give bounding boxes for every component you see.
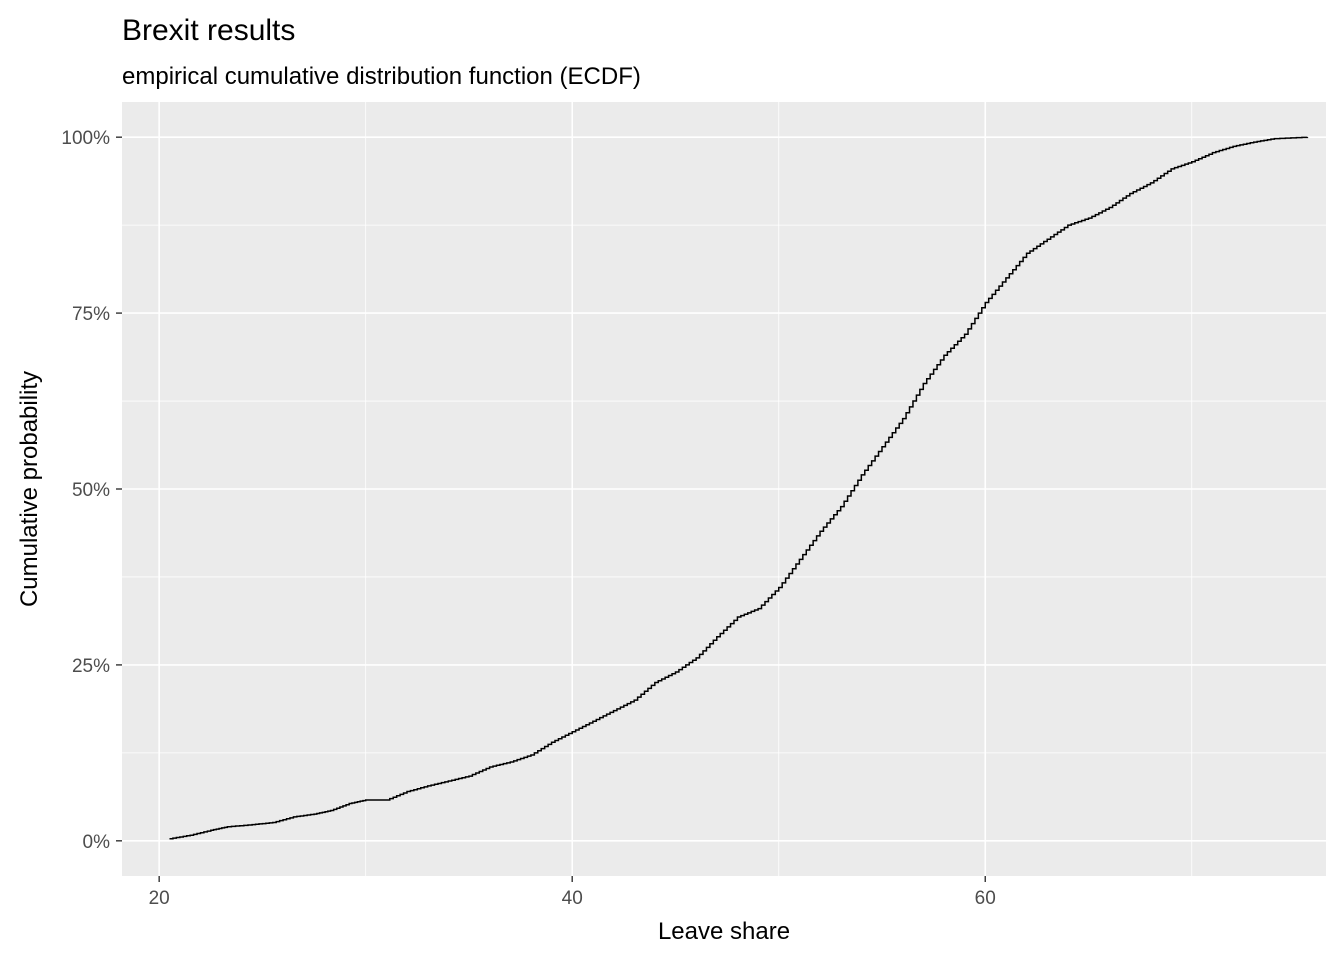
x-tick-label: 60 (975, 888, 996, 909)
y-tick-label: 25% (72, 656, 110, 677)
x-tick-label: 40 (562, 888, 583, 909)
chart-title: Brexit results (122, 14, 295, 47)
x-axis: 20 40 60 (149, 876, 996, 909)
ecdf-series-line (169, 136, 1309, 840)
y-tick-label: 50% (72, 480, 110, 501)
y-tick-label: 0% (83, 832, 111, 853)
y-tick-label: 100% (61, 128, 110, 149)
chart-subtitle: empirical cumulative distribution functi… (122, 63, 641, 90)
y-tick-label: 75% (72, 304, 110, 325)
x-axis-title: Leave share (658, 918, 790, 945)
y-axis-title: Cumulative probability (16, 371, 43, 607)
major-gridlines (122, 102, 1326, 876)
x-tick-label: 20 (149, 888, 170, 909)
y-axis: 0% 25% 50% 75% 100% (61, 128, 122, 853)
